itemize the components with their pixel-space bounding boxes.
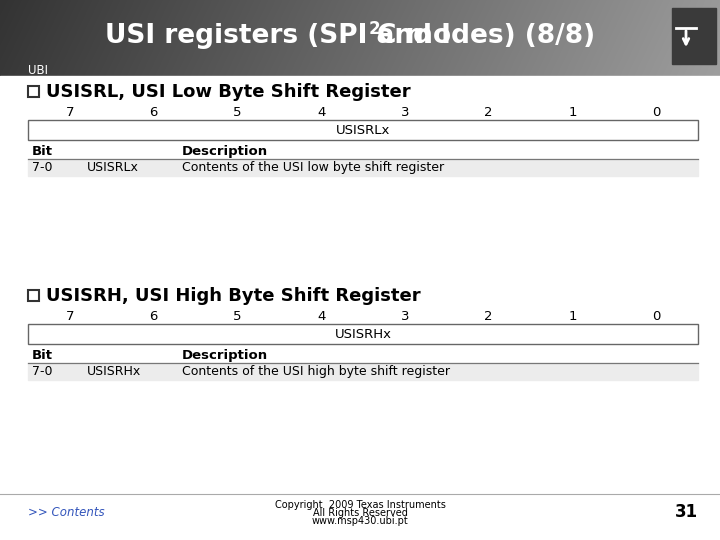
Text: 3: 3 xyxy=(400,310,409,323)
Text: >> Contents: >> Contents xyxy=(28,505,104,518)
Text: 6: 6 xyxy=(150,106,158,119)
Text: USISRL, USI Low Byte Shift Register: USISRL, USI Low Byte Shift Register xyxy=(46,83,410,101)
Bar xyxy=(28,324,698,344)
Text: Description: Description xyxy=(182,349,268,362)
Text: 4: 4 xyxy=(317,310,325,323)
Text: Copyright  2009 Texas Instruments: Copyright 2009 Texas Instruments xyxy=(274,500,446,510)
Text: C modes) (8/8): C modes) (8/8) xyxy=(377,23,595,49)
Text: 5: 5 xyxy=(233,310,242,323)
Text: All Rights Reserved: All Rights Reserved xyxy=(312,508,408,518)
Text: USISRH, USI High Byte Shift Register: USISRH, USI High Byte Shift Register xyxy=(46,287,420,305)
Text: USISRLx: USISRLx xyxy=(336,124,390,137)
Bar xyxy=(672,8,716,64)
Text: Contents of the USI low byte shift register: Contents of the USI low byte shift regis… xyxy=(182,161,444,174)
Text: 2: 2 xyxy=(485,106,493,119)
Text: 2: 2 xyxy=(485,310,493,323)
Text: 7-0: 7-0 xyxy=(32,161,53,174)
Text: 1: 1 xyxy=(568,106,577,119)
Bar xyxy=(28,159,698,176)
Bar xyxy=(28,290,39,301)
Text: www.msp430.ubi.pt: www.msp430.ubi.pt xyxy=(312,516,408,526)
Bar xyxy=(0,76,720,540)
Text: Contents of the USI high byte shift register: Contents of the USI high byte shift regi… xyxy=(182,365,450,378)
Text: 5: 5 xyxy=(233,106,242,119)
Text: 31: 31 xyxy=(675,503,698,521)
Bar xyxy=(28,120,698,140)
Text: 1: 1 xyxy=(568,310,577,323)
Text: 3: 3 xyxy=(400,106,409,119)
Text: 7-0: 7-0 xyxy=(32,365,53,378)
Text: 7: 7 xyxy=(66,106,74,119)
Text: USI registers (SPI and I: USI registers (SPI and I xyxy=(105,23,451,49)
Text: 6: 6 xyxy=(150,310,158,323)
Bar xyxy=(28,86,39,97)
Text: USISRHx: USISRHx xyxy=(335,327,392,341)
Text: 2: 2 xyxy=(369,20,381,38)
Text: Bit: Bit xyxy=(32,349,53,362)
Text: 0: 0 xyxy=(652,310,660,323)
Text: UBI: UBI xyxy=(28,64,48,78)
Bar xyxy=(28,363,698,380)
Text: 7: 7 xyxy=(66,310,74,323)
Text: USISRLx: USISRLx xyxy=(87,161,139,174)
Text: USISRHx: USISRHx xyxy=(87,365,141,378)
Text: 4: 4 xyxy=(317,106,325,119)
Text: 0: 0 xyxy=(652,106,660,119)
Text: Description: Description xyxy=(182,145,268,158)
Text: Bit: Bit xyxy=(32,145,53,158)
